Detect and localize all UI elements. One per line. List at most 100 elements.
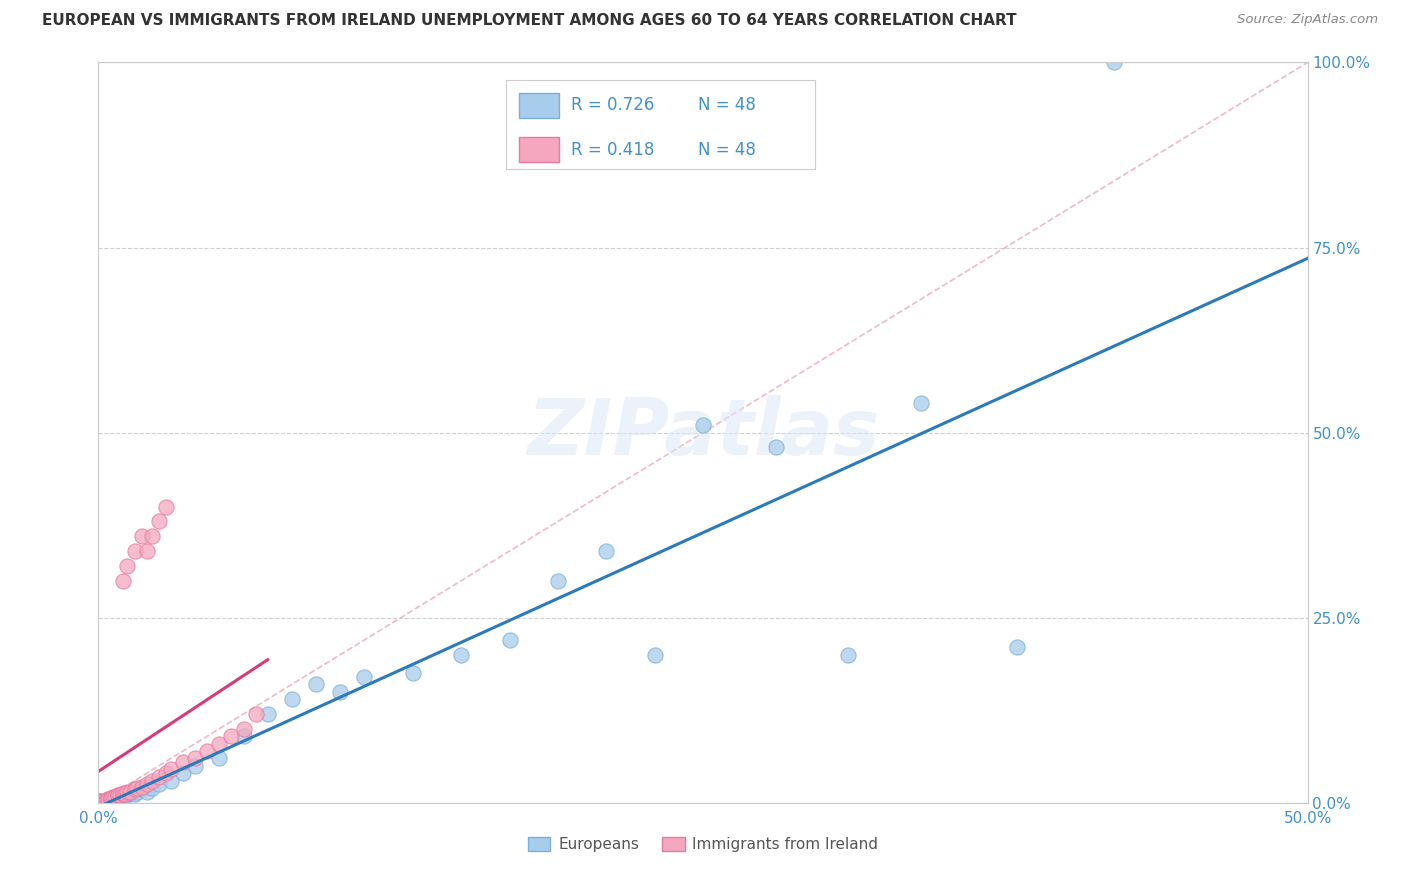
Point (148, 515, 170, 529)
Point (111, 789, 134, 804)
Point (124, 544, 146, 558)
Text: N = 48: N = 48 (697, 141, 756, 159)
Point (141, 780, 163, 795)
Point (117, 789, 139, 803)
Point (87, 796, 110, 810)
Point (87, 796, 110, 810)
Point (87, 796, 110, 810)
Point (107, 791, 129, 805)
Point (87, 794, 110, 808)
Point (172, 755, 194, 769)
Point (124, 787, 146, 801)
Legend: Europeans, Immigrants from Ireland: Europeans, Immigrants from Ireland (522, 830, 884, 858)
Text: ZIPatlas: ZIPatlas (527, 394, 879, 471)
Point (100, 792, 122, 806)
Point (104, 792, 127, 806)
Point (108, 790, 131, 805)
Point (135, 544, 157, 558)
Point (135, 785, 157, 799)
Point (498, 632, 520, 647)
Point (118, 785, 141, 799)
Point (1007, 640, 1029, 655)
Point (195, 744, 218, 758)
Point (141, 529, 163, 543)
Point (100, 793, 122, 807)
Point (131, 782, 153, 797)
Point (114, 787, 136, 801)
Point (131, 529, 153, 543)
Point (208, 751, 231, 765)
Point (127, 780, 149, 795)
Point (107, 789, 129, 803)
Point (160, 773, 183, 788)
Point (547, 574, 569, 588)
Point (221, 729, 243, 743)
Point (118, 786, 141, 800)
Point (94, 794, 117, 808)
Point (107, 789, 129, 803)
Point (329, 685, 352, 699)
Point (155, 766, 177, 780)
Point (155, 500, 177, 514)
Point (148, 770, 170, 784)
Point (100, 793, 122, 807)
Point (87, 796, 110, 810)
Point (450, 648, 472, 662)
Point (232, 722, 254, 736)
Point (101, 789, 124, 804)
Point (87, 796, 110, 810)
Point (141, 773, 163, 788)
Point (97, 792, 120, 806)
Point (281, 692, 304, 706)
Point (232, 729, 254, 743)
Point (117, 558, 139, 573)
Point (135, 777, 157, 791)
Point (111, 789, 134, 803)
Point (910, 396, 932, 410)
Point (131, 780, 153, 794)
Point (172, 766, 194, 780)
Point (87, 794, 110, 808)
Text: EUROPEAN VS IMMIGRANTS FROM IRELAND UNEMPLOYMENT AMONG AGES 60 TO 64 YEARS CORRE: EUROPEAN VS IMMIGRANTS FROM IRELAND UNEM… (42, 13, 1017, 29)
Point (91, 796, 114, 810)
Text: R = 0.726: R = 0.726 (571, 96, 654, 114)
Point (101, 792, 124, 806)
Point (692, 418, 714, 433)
Point (148, 777, 170, 791)
Point (87, 794, 110, 808)
Point (644, 648, 666, 662)
Point (108, 789, 131, 803)
Text: N = 48: N = 48 (697, 96, 756, 114)
Point (111, 574, 134, 588)
Text: R = 0.418: R = 0.418 (571, 141, 654, 159)
Point (114, 787, 136, 801)
Point (837, 648, 859, 662)
Point (90, 796, 112, 810)
Point (100, 790, 122, 805)
Point (160, 763, 183, 777)
Point (765, 441, 787, 455)
Point (111, 787, 134, 801)
Point (124, 782, 146, 797)
Point (111, 789, 134, 803)
Point (97, 794, 120, 808)
Point (117, 785, 139, 799)
Point (208, 737, 231, 751)
Point (127, 785, 149, 799)
Point (97, 794, 120, 808)
Point (87, 796, 110, 810)
Point (245, 706, 267, 721)
FancyBboxPatch shape (519, 137, 558, 162)
Point (111, 786, 134, 800)
Point (256, 706, 278, 721)
Point (305, 677, 328, 691)
Point (184, 758, 207, 772)
Point (94, 794, 117, 808)
Point (94, 793, 117, 807)
Point (104, 789, 127, 804)
Point (87, 794, 110, 808)
Point (595, 544, 617, 558)
Point (100, 791, 122, 805)
FancyBboxPatch shape (519, 93, 558, 118)
Point (91, 794, 114, 808)
